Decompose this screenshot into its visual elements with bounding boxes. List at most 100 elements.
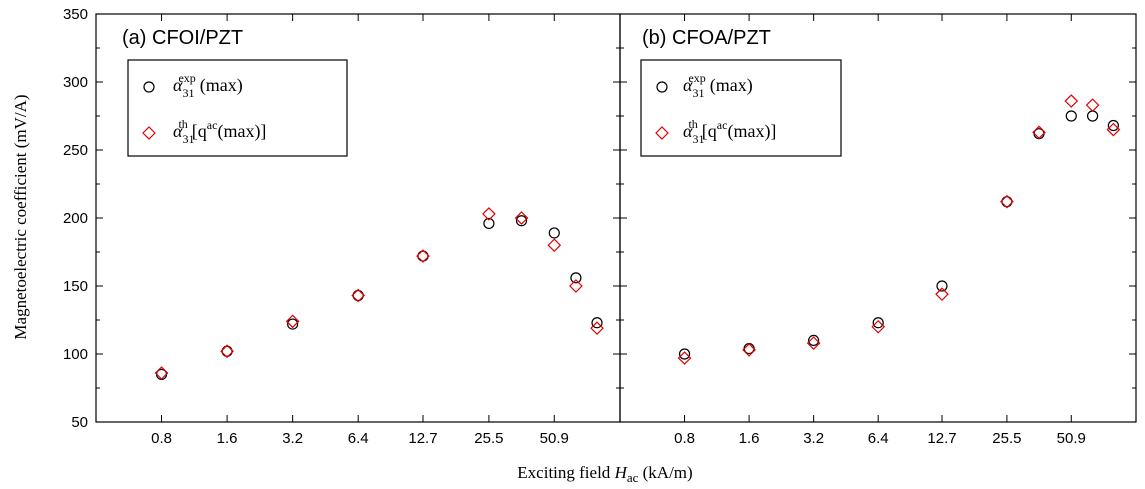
panel-b-th-point [871,319,886,334]
panel-b-legend-exp-symbol: α [683,75,693,95]
panel-b-exp-point [1107,119,1119,132]
panel-b-legend-exp-sup: exp [688,71,705,85]
panel-a-exp-point [548,227,560,239]
panel-a-ticks: 50 100 150 200 250 300 350 0.8 1.6 3.2 6.4 12.7 25.5… [63,6,620,447]
panel-b-marks [677,94,1121,365]
panel-a-exp-point [483,217,495,230]
panel-b-th-point [1085,98,1100,112]
panel-b-title: (b) CFOA/PZT [642,27,771,49]
panel-b-th-point [1032,125,1046,140]
panel-b-legend-th-label: α31th [qac(max)] [683,117,776,146]
panel-b-exp-point [808,334,820,346]
panel-b-legend-th-before: [q [702,121,717,141]
panel-a-exp-point [417,250,429,262]
panel-a-exp-point [570,272,582,284]
panel-b-th-point [742,343,756,357]
x-tick-label: 50.9 [1057,430,1086,447]
panel-b-th-point [806,336,821,350]
panel-a-legend-exp-text: (max) [200,75,243,96]
panel-b-th-point [1064,94,1079,108]
panel-a-th-point [590,321,604,336]
panel-b-legend-exp-label: α31exp (max) [683,71,753,100]
panel-a-th-point [416,249,430,263]
x-tick-label: 3.2 [803,430,824,447]
panel-a-title: (a) CFOI/PZT [122,27,243,49]
y-tick-label: 250 [63,142,88,159]
panel-a-exp-point [515,215,528,227]
panel-b-legend-exp-marker [656,81,668,93]
panel-a-th-point [569,279,583,293]
panel-a-th-point [514,211,529,225]
panel-a: 50 100 150 200 250 300 350 0.8 1.6 3.2 6.4 12.7 25.5… [63,6,621,447]
panel-b-exp-point [1001,196,1013,208]
x-tick-label: 12.7 [408,430,437,447]
panel-a-exp-point [287,318,299,330]
x-tick-label: 25.5 [992,430,1021,447]
panel-b-legend-exp-text: (max) [710,75,753,96]
x-tick-label: 6.4 [348,430,369,447]
x-tick-label: 1.6 [739,430,760,447]
y-tick-label: 300 [63,74,88,91]
panel-a-exp-point [221,345,233,357]
y-tick-label: 150 [63,278,88,295]
panel-b-legend-exp-sub: 31 [692,86,704,100]
panel-a-legend-exp-sub: 31 [182,86,194,100]
panel-b-th-point [1000,194,1014,209]
x-tick-label: 50.9 [540,430,569,447]
y-tick-label: 100 [63,346,88,363]
panel-a-exp-point [352,289,364,302]
y-tick-label: 350 [63,6,88,23]
y-axis-title: Magnetoelectric coefficient (mV/A) [11,94,30,339]
panel-b-legend-th-after: (max)] [727,121,776,142]
panel-b-legend: α31exp (max) α31th [qac(max)] [640,59,842,157]
x-tick-label: 12.7 [927,430,956,447]
panel-a-exp-point [591,317,603,329]
panel-b-th-point [1106,122,1121,137]
panel-a-legend-exp-marker [143,81,155,93]
x-tick-label: 1.6 [217,430,238,447]
panel-a-th-point [351,288,366,303]
x-axis-title-main: Exciting field [517,463,614,482]
panel-b-legend-th-text-sup: ac [717,118,728,132]
panel-b-legend-th-marker [655,126,669,140]
panel-b-exp-point [1065,110,1077,122]
x-tick-label: 0.8 [674,430,695,447]
panel-b-th-point [935,287,949,302]
panel-a-legend-th-sup: th [178,117,187,131]
panel-a-legend-exp-symbol: α [173,75,183,95]
panel-a-th-point [154,366,169,380]
panel-b-legend-th-symbol: α [683,121,693,141]
panel-a-legend: α31exp (max) α31th [qac(max)] [127,59,348,157]
x-tick-label: 25.5 [474,430,503,447]
panel-a-legend-box [127,59,348,157]
panel-a-legend-exp-label: α31exp (max) [173,71,243,100]
panel-a-th-point [547,238,562,253]
panel-a-marks [154,207,604,380]
panel-b-legend-th-sub: 31 [692,132,704,146]
x-tick-label: 6.4 [868,430,889,447]
panel-a-legend-th-text-sup: ac [207,118,218,132]
y-tick-label: 50 [71,414,88,431]
panel-a-legend-th-before: [q [192,121,207,141]
panel-a-legend-th-symbol: α [173,121,183,141]
panel-b-ticks: 0.8 1.6 3.2 6.4 12.7 25.5 50.9 [620,13,1136,447]
y-tick-label: 200 [63,210,88,227]
x-tick-label: 3.2 [282,430,303,447]
panel-b-th-point [677,351,692,365]
panel-b-exp-point [872,317,884,329]
panel-a-th-point [220,344,234,359]
x-axis-title-symbol: H [614,463,629,482]
x-axis-title: Exciting field Hac (kA/m) [517,463,692,485]
panel-a-th-point [482,207,496,221]
panel-a-legend-th-sub: 31 [182,132,194,146]
panel-b-exp-point [1086,110,1099,122]
panel-a-th-point [285,314,300,329]
panel-a-legend-th-marker [142,126,156,140]
panel-b-exp-point [936,280,948,292]
panel-a-legend-th-after: (max)] [217,121,266,142]
x-axis-title-sub: ac [627,470,639,485]
panel-b-exp-point [678,348,691,360]
panel-a-legend-th-label: α31th [qac(max)] [173,117,266,146]
x-axis-title-unit: (kA/m) [638,463,692,482]
